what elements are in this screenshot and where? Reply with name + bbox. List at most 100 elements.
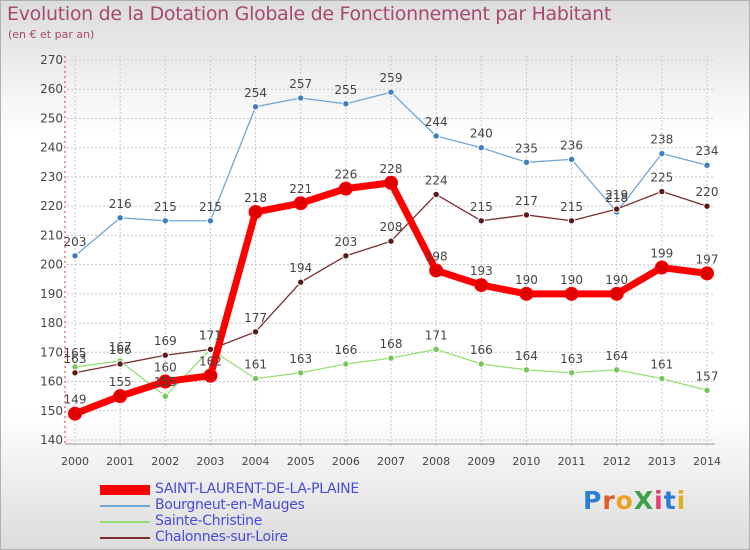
data-label: 190 — [515, 273, 538, 287]
legend-swatch — [100, 505, 150, 507]
data-label: 169 — [154, 334, 177, 348]
y-tick-label: 210 — [40, 228, 63, 242]
data-point — [161, 351, 169, 359]
legend-label: SAINT-LAURENT-DE-LA-PLAINE — [155, 481, 359, 497]
x-tick-label: 2003 — [196, 455, 224, 468]
data-point — [161, 217, 169, 225]
data-label: 177 — [244, 311, 267, 325]
data-point — [703, 202, 711, 210]
data-point — [567, 155, 576, 164]
data-label: 193 — [470, 264, 493, 278]
data-point — [477, 217, 485, 225]
data-point — [161, 392, 169, 400]
data-point — [113, 389, 128, 404]
x-tick-label: 2008 — [422, 455, 450, 468]
x-tick-label: 2004 — [242, 455, 270, 468]
data-label: 162 — [199, 355, 222, 369]
logo-letter: o — [615, 486, 634, 515]
legend-label: Bourgneut-en-Mauges — [155, 497, 305, 513]
data-point — [658, 374, 666, 383]
x-tick-label: 2007 — [377, 455, 405, 468]
data-label: 190 — [560, 273, 583, 287]
data-point — [522, 211, 531, 219]
data-point — [703, 386, 711, 395]
data-point — [71, 369, 79, 377]
data-point — [248, 205, 263, 219]
y-tick-label: 200 — [40, 258, 63, 272]
x-tick-label: 2011 — [558, 455, 586, 468]
data-point — [567, 217, 576, 225]
data-label: 203 — [64, 235, 87, 249]
data-point — [297, 94, 305, 102]
legend-swatch — [100, 537, 150, 539]
x-tick-label: 2005 — [287, 455, 315, 468]
data-point — [297, 369, 305, 377]
data-point — [477, 360, 485, 368]
data-point — [432, 190, 440, 199]
y-tick-label: 180 — [40, 316, 63, 330]
data-point — [251, 374, 260, 383]
data-label: 235 — [515, 141, 538, 155]
x-tick-label: 2012 — [603, 455, 631, 468]
data-label: 218 — [244, 191, 267, 205]
data-label: 203 — [334, 235, 357, 249]
y-tick-label: 230 — [40, 170, 63, 184]
data-label: 171 — [199, 328, 222, 342]
data-label: 254 — [244, 86, 267, 100]
y-tick-label: 170 — [40, 345, 63, 359]
data-label: 226 — [334, 168, 357, 182]
series-lines — [68, 88, 714, 421]
chart-title: Evolution de la Dotation Globale de Fonc… — [7, 3, 612, 25]
x-tick-label: 2000 — [61, 455, 89, 468]
data-point — [432, 132, 440, 140]
logo-letter: X — [633, 486, 655, 515]
data-point — [609, 286, 624, 301]
data-point — [338, 181, 353, 196]
data-point — [474, 278, 489, 293]
data-label: 163 — [64, 352, 87, 366]
data-label: 221 — [289, 182, 312, 196]
y-tick-label: 270 — [40, 53, 63, 67]
data-point — [703, 161, 711, 169]
data-point — [342, 360, 350, 368]
axes: 140 150 160 170 180 190 200 210 220 230 240 250 260 2… — [40, 53, 721, 468]
data-label: 167 — [109, 340, 132, 354]
legend-swatch — [100, 485, 150, 495]
data-point — [519, 286, 534, 301]
x-tick-label: 2013 — [648, 455, 676, 468]
data-point — [522, 158, 531, 167]
y-tick-label: 140 — [40, 433, 63, 447]
x-tick-label: 2002 — [151, 455, 179, 468]
data-label: 218 — [605, 191, 628, 205]
data-label: 163 — [560, 352, 583, 366]
y-tick-label: 150 — [40, 404, 63, 418]
data-label: 197 — [696, 252, 719, 266]
data-point — [293, 196, 308, 211]
data-label: 224 — [425, 173, 448, 187]
data-point — [387, 237, 395, 245]
data-label: 217 — [515, 194, 538, 208]
data-label: 155 — [154, 375, 177, 389]
data-label: 259 — [380, 71, 403, 85]
legend-label: Chalonnes-sur-Loire — [155, 529, 288, 545]
data-point — [700, 266, 714, 281]
data-point — [613, 366, 621, 374]
data-label: 157 — [696, 369, 719, 383]
chart-subtitle: (en € et par an) — [8, 28, 95, 41]
data-label: 163 — [289, 352, 312, 366]
data-label: 257 — [289, 77, 312, 91]
y-tick-label: 220 — [40, 199, 63, 213]
data-label: 234 — [696, 144, 719, 158]
data-label: 198 — [425, 249, 448, 263]
y-tick-label: 190 — [40, 287, 63, 301]
data-point — [71, 252, 79, 260]
data-point — [654, 260, 669, 275]
data-label: 255 — [334, 83, 357, 97]
data-point — [342, 100, 350, 108]
data-label: 149 — [64, 393, 87, 407]
data-point — [613, 205, 621, 213]
data-label: 225 — [650, 171, 673, 185]
data-label: 236 — [560, 138, 583, 152]
